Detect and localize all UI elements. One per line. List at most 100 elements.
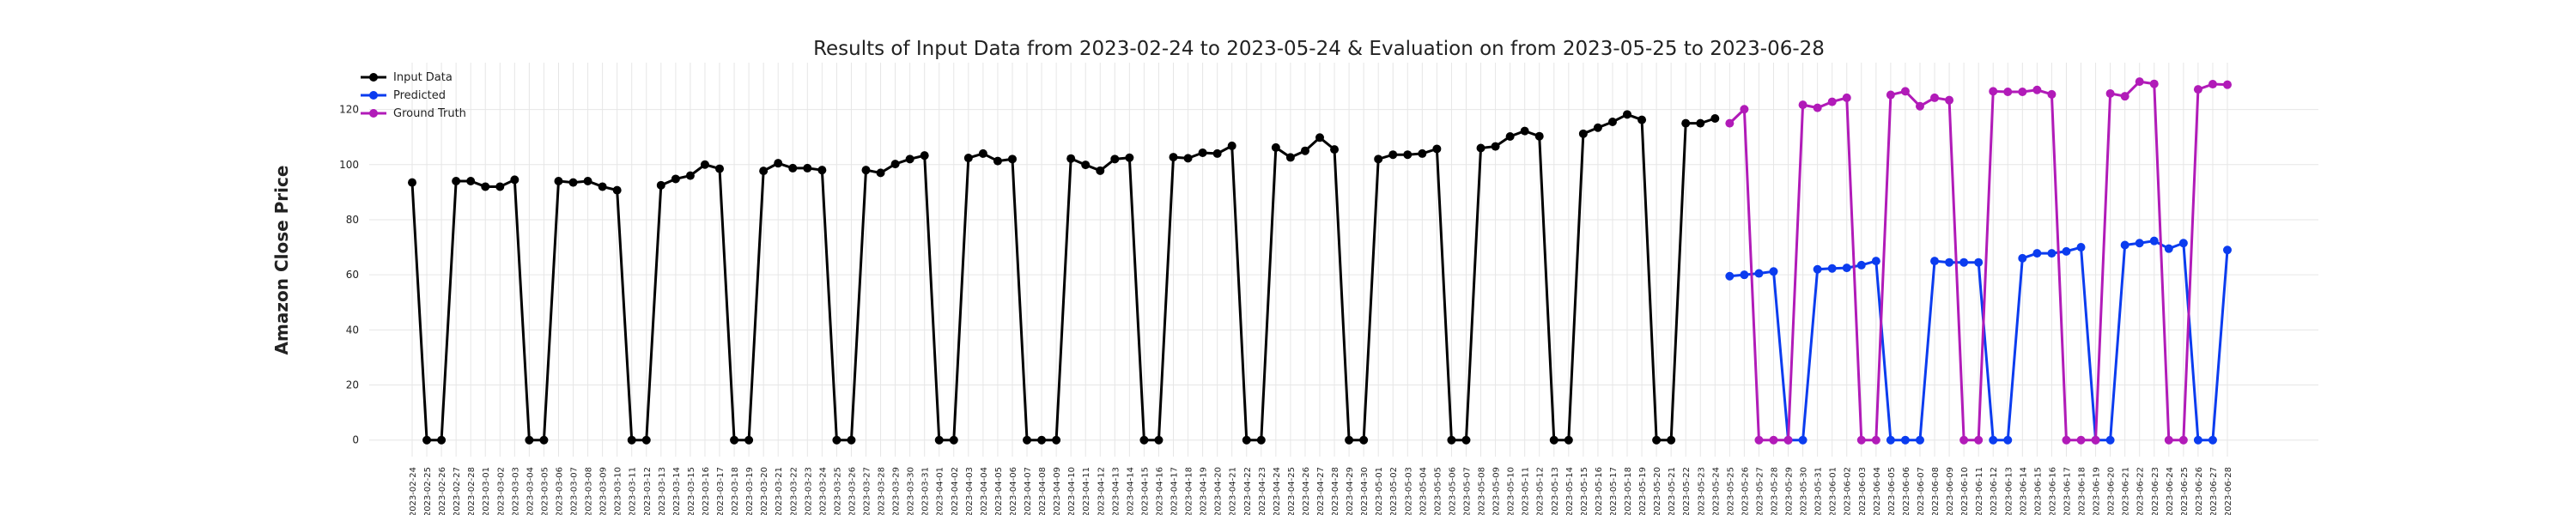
data-point	[1212, 148, 1222, 158]
data-point	[1900, 435, 1910, 445]
data-point	[1769, 435, 1778, 445]
x-tick-label: 2023-04-07	[1024, 467, 1033, 515]
x-tick-label: 2023-04-21	[1229, 467, 1238, 515]
data-point	[2105, 88, 2115, 98]
x-tick-label: 2023-03-13	[658, 467, 667, 515]
x-tick-label: 2023-04-19	[1200, 467, 1209, 515]
data-point	[2149, 79, 2159, 88]
legend-label: Predicted	[393, 89, 446, 102]
data-point	[774, 159, 783, 168]
data-point	[1476, 143, 1485, 153]
x-tick-label: 2023-05-14	[1565, 467, 1575, 515]
x-tick-label: 2023-06-01	[1829, 467, 1838, 515]
data-point	[1798, 100, 1807, 110]
data-point	[1183, 154, 1193, 163]
data-point	[2193, 85, 2202, 94]
x-tick-label: 2023-05-05	[1433, 467, 1443, 515]
data-point	[1066, 154, 1076, 163]
data-point	[2208, 80, 2217, 89]
x-tick-label: 2023-05-03	[1404, 467, 1413, 515]
data-point	[730, 435, 739, 445]
legend-marker	[369, 109, 378, 118]
x-tick-label: 2023-06-21	[2122, 467, 2131, 515]
x-tick-label: 2023-04-10	[1067, 467, 1077, 515]
data-point	[1300, 146, 1309, 155]
x-tick-label: 2023-06-24	[2166, 467, 2175, 515]
data-point	[1930, 257, 1940, 266]
data-point	[2178, 239, 2188, 248]
data-point	[1403, 150, 1413, 160]
x-tick-label: 2023-03-30	[907, 467, 916, 515]
x-tick-label: 2023-03-07	[570, 467, 580, 515]
x-tick-label: 2023-06-04	[1873, 467, 1882, 515]
x-tick-label: 2023-06-08	[1931, 467, 1941, 515]
x-tick-label: 2023-06-06	[1902, 467, 1911, 515]
data-point	[861, 166, 871, 175]
data-point	[1607, 118, 1617, 127]
x-tick-label: 2023-06-05	[1887, 467, 1897, 515]
data-point	[1798, 435, 1807, 445]
data-point	[1345, 435, 1354, 445]
data-point	[1432, 144, 1442, 154]
x-tick-label: 2023-05-28	[1771, 467, 1780, 515]
data-point	[1505, 132, 1515, 142]
x-tick-label: 2023-05-07	[1462, 467, 1472, 515]
x-tick-label: 2023-03-18	[731, 467, 740, 515]
x-tick-label: 2023-03-21	[775, 467, 784, 515]
x-tick-label: 2023-06-18	[2078, 467, 2087, 515]
x-tick-label: 2023-05-09	[1492, 467, 1502, 515]
x-tick-label: 2023-03-05	[540, 467, 550, 515]
data-point	[1388, 150, 1398, 160]
x-tick-label: 2023-06-14	[2019, 467, 2028, 515]
x-tick-label: 2023-04-11	[1082, 467, 1091, 515]
data-point	[2032, 249, 2042, 258]
data-point	[1549, 435, 1558, 445]
x-tick-label: 2023-03-06	[555, 467, 564, 515]
data-point	[1534, 131, 1544, 141]
data-point	[1256, 435, 1266, 445]
x-tick-label: 2023-04-18	[1185, 467, 1194, 515]
data-point	[525, 435, 534, 445]
x-tick-label: 2023-03-25	[833, 467, 842, 515]
data-point	[978, 148, 987, 158]
x-tick-label: 2023-05-24	[1711, 467, 1721, 515]
data-point	[1754, 269, 1764, 278]
data-point	[2003, 88, 2013, 97]
data-point	[1096, 166, 1105, 175]
data-point	[817, 166, 827, 175]
data-point	[700, 160, 709, 169]
data-point	[2047, 89, 2057, 99]
x-tick-label: 2023-06-19	[2093, 467, 2102, 515]
data-point	[949, 435, 958, 445]
x-tick-label: 2023-04-08	[1038, 467, 1048, 515]
x-tick-label: 2023-04-14	[1126, 467, 1135, 515]
x-tick-label: 2023-04-16	[1155, 467, 1164, 515]
x-tick-label: 2023-03-17	[716, 467, 726, 515]
data-point	[1945, 95, 1954, 105]
data-point	[2120, 92, 2129, 101]
y-tick-label: 40	[346, 324, 359, 336]
x-tick-label: 2023-06-11	[1975, 467, 1984, 515]
data-point	[2149, 236, 2159, 245]
data-point	[2018, 88, 2027, 97]
data-point	[583, 177, 592, 186]
data-point	[685, 171, 695, 180]
data-point	[1110, 154, 1120, 164]
x-tick-label: 2023-05-19	[1638, 467, 1648, 515]
x-tick-label: 2023-03-23	[804, 467, 813, 515]
x-tick-label: 2023-06-25	[2180, 467, 2190, 515]
data-point	[1242, 435, 1251, 445]
data-point	[715, 164, 725, 173]
data-point	[671, 174, 680, 184]
data-point	[1974, 258, 1984, 267]
data-point	[1520, 126, 1529, 136]
x-tick-label: 2023-06-20	[2107, 467, 2117, 515]
y-tick-label: 100	[339, 159, 359, 171]
data-point	[627, 435, 636, 445]
x-tick-label: 2023-02-27	[453, 467, 462, 515]
data-point	[1154, 435, 1163, 445]
data-point	[1330, 145, 1340, 154]
data-point	[2062, 246, 2071, 256]
x-tick-label: 2023-04-20	[1214, 467, 1224, 515]
x-tick-label: 2023-04-28	[1331, 467, 1340, 515]
